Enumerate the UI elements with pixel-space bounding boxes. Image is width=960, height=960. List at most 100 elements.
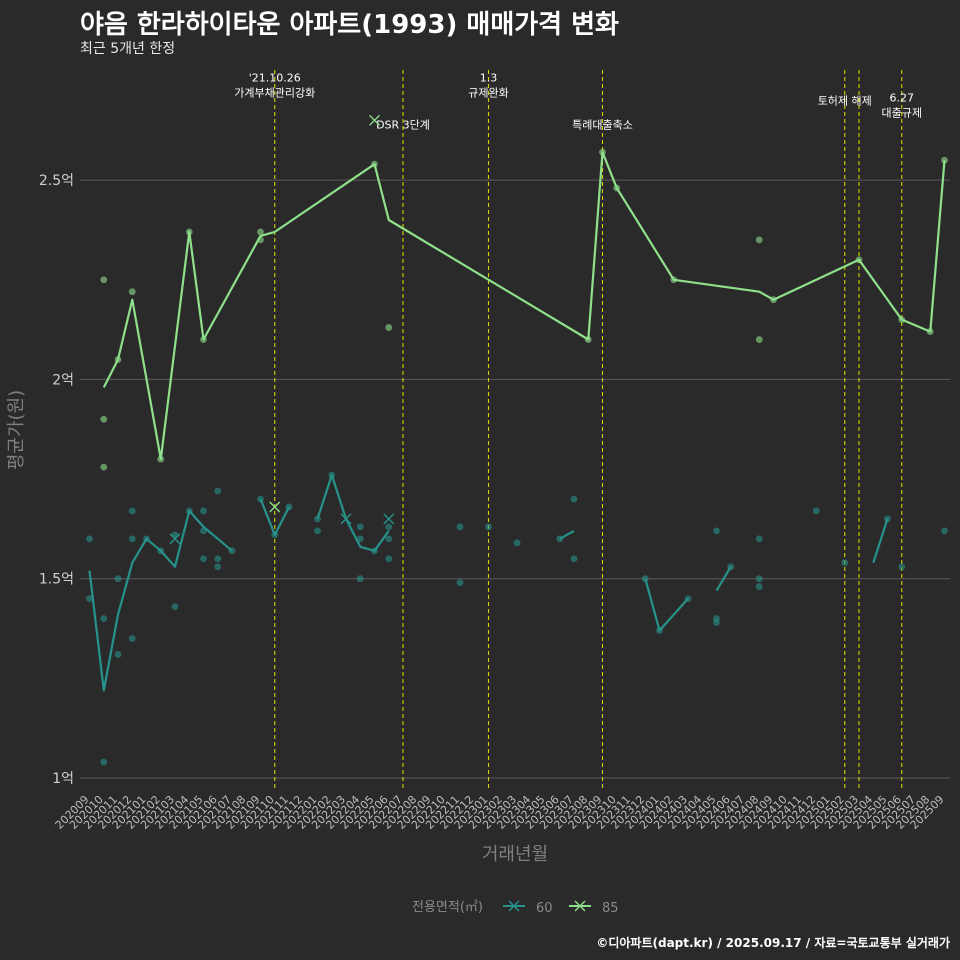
- series-60-point: [285, 503, 293, 511]
- series-60-line: [644, 578, 689, 632]
- series-60-point: [755, 583, 763, 591]
- series-60-point: [86, 595, 93, 603]
- series-marks: [86, 114, 948, 766]
- y-tick-label: 1억: [52, 771, 74, 787]
- series-60-point: [485, 523, 492, 531]
- series-60-point: [114, 575, 122, 583]
- series-60-point: [157, 547, 165, 555]
- y-axis-title: 평균가(원): [6, 390, 27, 470]
- series-60-point: [713, 527, 720, 535]
- series-85-point: [584, 336, 592, 343]
- event-label: '21.10.26: [249, 71, 301, 84]
- series-60-x-marker: [383, 513, 395, 525]
- series-85-point: [755, 236, 763, 244]
- series-60-point: [114, 651, 122, 658]
- series-60-point: [385, 523, 393, 531]
- series-85-point: [755, 336, 763, 343]
- series-60-point: [100, 758, 108, 766]
- series-60-line: [88, 509, 233, 692]
- series-85-point: [257, 236, 264, 244]
- series-60-x-marker: [169, 533, 181, 545]
- y-tick-label: 1.5억: [39, 572, 74, 588]
- series-60-point: [171, 603, 179, 611]
- series-60-point: [884, 515, 891, 523]
- series-60-point: [556, 535, 564, 543]
- y-tick-label: 2억: [52, 372, 74, 388]
- series-85-point: [855, 256, 863, 264]
- series-60-point: [86, 535, 93, 543]
- series-85-point: [128, 288, 136, 296]
- series-85-point: [941, 156, 948, 164]
- series-60-line: [715, 566, 732, 592]
- series-60-point: [228, 547, 236, 555]
- event-label: 1.3: [480, 71, 498, 84]
- series-60-point: [841, 559, 849, 567]
- legend-key-x: [574, 900, 586, 912]
- legend-title: 전용면적(㎡): [412, 900, 483, 915]
- legend-key-x: [508, 900, 520, 912]
- series-85-point: [926, 328, 934, 335]
- series-60-point: [456, 579, 464, 587]
- event-label: 가계부채관리강화: [234, 86, 315, 99]
- series-60-point: [328, 471, 336, 479]
- series-85-point: [371, 160, 378, 168]
- series-60-point: [356, 575, 364, 583]
- series-60-point: [356, 535, 364, 543]
- series-60-point: [727, 563, 735, 571]
- chart-title: 야음 한라하이타운 아파트(1993) 매매가격 변화: [80, 10, 619, 40]
- series-60-point: [570, 495, 578, 503]
- series-60-point: [812, 507, 820, 515]
- series-60-point: [214, 555, 222, 563]
- series-85-point: [114, 356, 122, 363]
- x-tick-labels: 2020092020102020112020122021012021022021…: [53, 793, 947, 832]
- series-60-point: [898, 563, 906, 571]
- chart-subtitle: 최근 5개년 한정: [80, 41, 176, 57]
- series-60-point: [641, 575, 649, 583]
- series-60-point: [200, 507, 207, 515]
- series-85-point: [385, 324, 393, 331]
- series-60-point: [314, 515, 321, 523]
- series-60-point: [456, 523, 464, 531]
- series-85-point: [257, 228, 264, 236]
- series-60-point: [684, 595, 692, 603]
- series-60-point: [271, 531, 279, 539]
- series-85-point: [770, 296, 777, 304]
- series-85-point: [613, 184, 621, 192]
- series-60-point: [755, 535, 763, 543]
- series-60-point: [214, 487, 222, 495]
- event-label: 규제완화: [468, 86, 508, 99]
- series-60-line: [872, 518, 889, 564]
- series-85-point: [898, 316, 906, 324]
- series-60-point: [185, 507, 193, 515]
- x-axis-title: 거래년월: [482, 844, 548, 865]
- series-60-point: [941, 527, 948, 535]
- source-caption: ©디아파트(dapt.kr) / 2025.09.17 / 자료=국토교통부 실…: [596, 936, 950, 950]
- series-85-point: [599, 148, 606, 156]
- series-60-x-marker: [340, 513, 352, 525]
- series-60-point: [128, 635, 136, 642]
- series-85-point: [670, 276, 678, 284]
- series-60-point: [143, 535, 150, 543]
- series-60-point: [128, 507, 136, 515]
- y-tick-labels: 1억 1.5억 2억 2.5억: [39, 173, 74, 787]
- event-label: 6.27: [890, 91, 915, 104]
- legend: 전용면적(㎡) 60 85: [412, 900, 619, 916]
- series-60-point: [713, 619, 720, 626]
- event-label: 특례대출축소: [572, 118, 633, 131]
- series-60-point: [656, 627, 663, 634]
- series-85-line: [102, 151, 946, 461]
- series-60-point: [314, 527, 321, 535]
- series-60-point: [356, 523, 364, 531]
- series-60-line: [316, 474, 390, 552]
- series-60-point: [100, 615, 108, 622]
- series-60-point: [513, 539, 521, 547]
- legend-item-label: 60: [536, 901, 553, 916]
- series-85-point: [200, 336, 207, 343]
- series-60-point: [385, 535, 393, 543]
- series-60-point: [257, 495, 264, 503]
- event-label: DSR 3단계: [376, 118, 430, 131]
- event-label: 대출규제: [882, 106, 922, 119]
- y-tick-label: 2.5억: [39, 173, 74, 189]
